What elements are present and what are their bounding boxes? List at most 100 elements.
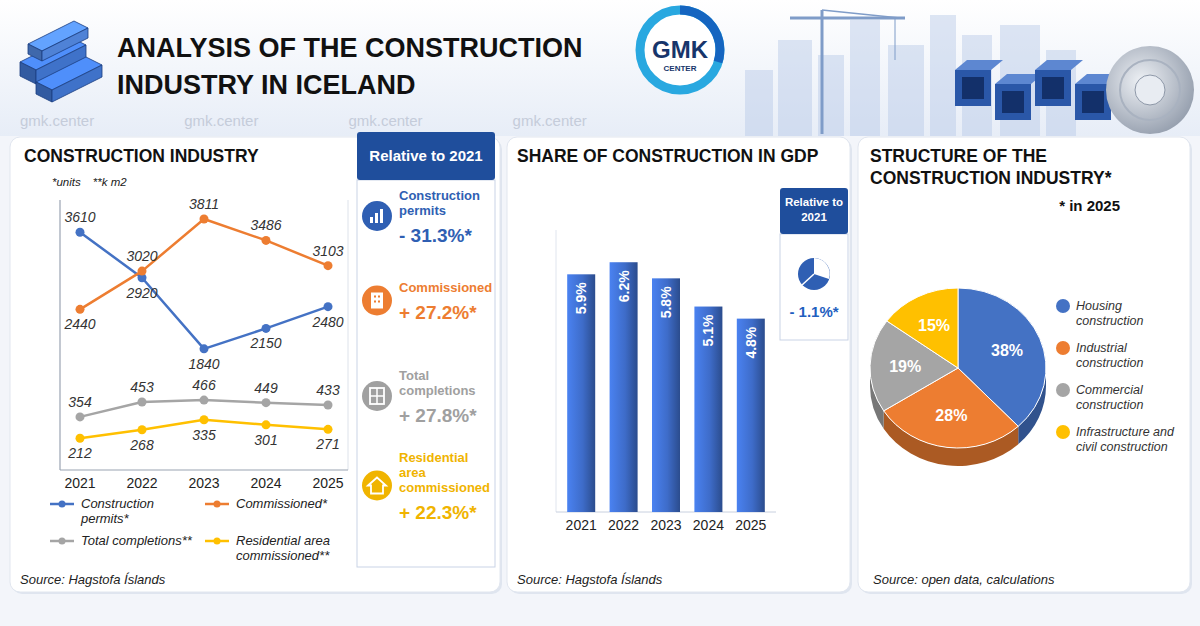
text-line: STRUCTURE OF THE	[870, 146, 1047, 166]
legend-label: Commercialconstruction	[1076, 383, 1144, 412]
legend-label: Housingconstruction	[1076, 299, 1143, 328]
kpi-icon	[362, 381, 392, 411]
kpi-value: - 31.3%*	[399, 225, 472, 246]
series-marker	[262, 236, 271, 245]
data-label: 3486	[250, 217, 281, 233]
data-label: 301	[254, 432, 277, 448]
x-tick-label: 2021	[64, 475, 95, 491]
text-line: Housing	[1076, 299, 1122, 313]
logo-tagline: CENTER	[664, 64, 697, 73]
text-line: permits*	[80, 511, 130, 526]
inset-value: - 1.1%*	[789, 303, 838, 320]
series-marker	[138, 267, 147, 276]
kpi-label: Commissioned	[399, 280, 492, 295]
slice	[887, 288, 958, 368]
kpi-label: Totalcompletions	[399, 368, 476, 398]
kpi-value: + 22.3%*	[399, 502, 477, 523]
watermark: gmk.center	[20, 112, 94, 129]
text-line: Construction	[81, 496, 154, 511]
series-marker	[76, 305, 85, 314]
kpi-icon	[378, 301, 380, 303]
text-line: CONSTRUCTION INDUSTRY*	[870, 168, 1112, 188]
series-marker	[324, 425, 333, 434]
data-label: 3103	[312, 243, 343, 259]
bar	[610, 262, 638, 512]
x-tick-label: 2025	[312, 475, 343, 491]
legend-swatch	[59, 501, 66, 508]
page-title: ANALYSIS OF THE CONSTRUCTIONINDUSTRY IN …	[117, 33, 583, 100]
kpi-icon	[362, 201, 392, 231]
x-tick-label: 2024	[250, 475, 281, 491]
data-label: 3610	[64, 209, 95, 225]
series-marker	[262, 398, 271, 407]
data-label: 2920	[125, 285, 157, 301]
plot-area	[76, 215, 333, 443]
legend-swatch	[1056, 341, 1070, 355]
decor-tube	[995, 84, 1031, 120]
source: Source: Hagstofa Íslands	[517, 572, 663, 587]
text-line: Residential area	[236, 533, 330, 548]
series-marker	[200, 415, 209, 424]
kpi-icon	[368, 478, 386, 494]
text-line: construction	[1076, 356, 1143, 370]
panel-title: STRUCTURE OF THECONSTRUCTION INDUSTRY*	[870, 146, 1112, 188]
logo-ring	[640, 10, 720, 90]
data-label: 2150	[249, 335, 281, 351]
inset-title: Relative to2021	[785, 196, 843, 223]
legend-label: Residential areacommissioned**	[236, 533, 330, 563]
data-label: 212	[67, 445, 92, 461]
legend-swatch	[59, 538, 66, 545]
decor-building	[930, 15, 956, 136]
legend-swatch	[1056, 425, 1070, 439]
decor-building	[745, 70, 773, 136]
series-marker	[200, 396, 209, 405]
decor-beam	[52, 65, 102, 102]
data-label: 271	[315, 436, 339, 452]
decor-beam	[20, 62, 36, 84]
text-line: Infrastructure and	[1076, 425, 1175, 439]
text-line: Construction	[399, 188, 480, 203]
data-label: 466	[192, 377, 216, 393]
text-line: area	[399, 465, 427, 480]
source: Source: Hagstofa Íslands	[20, 572, 166, 587]
text-line: 2021	[801, 211, 827, 223]
y2-axis	[348, 200, 349, 470]
series-marker	[138, 398, 147, 407]
kpi-value: + 27.2%*	[399, 302, 477, 323]
data-label: 354	[68, 394, 92, 410]
text-line: commissioned**	[236, 548, 330, 563]
text-line: Commercial	[1076, 383, 1144, 397]
text-line: Commissioned*	[236, 496, 328, 511]
text-line: Relative to 2021	[369, 147, 482, 164]
kpi-icon	[370, 395, 384, 397]
panel-title: SHARE OF CONSTRUCTION IN GDP	[517, 146, 819, 166]
data-label: 1840	[188, 356, 219, 372]
decor-building	[888, 45, 924, 136]
watermark: gmk.center	[184, 112, 258, 129]
legend-swatch	[214, 501, 221, 508]
x-tick-label: 2022	[126, 475, 157, 491]
x-tick-label: 2021	[566, 517, 597, 533]
text-line: Commissioned	[399, 280, 492, 295]
data-label: 5.1%	[700, 314, 716, 346]
kpi-icon	[374, 296, 376, 298]
series-marker	[76, 412, 85, 421]
x-tick-label: 2024	[693, 517, 724, 533]
card	[10, 137, 500, 592]
decor-crane	[895, 18, 896, 60]
series-marker	[76, 228, 85, 237]
text-line: construction	[1076, 314, 1143, 328]
source: Source: open data, calculations	[873, 572, 1055, 587]
kpi-box	[357, 180, 495, 567]
decor-tube	[1075, 84, 1111, 120]
inset-icon	[814, 258, 830, 279]
decor-tube	[962, 77, 984, 99]
inset-icon	[802, 274, 814, 285]
series-marker	[324, 261, 333, 270]
decor-tube	[1082, 91, 1104, 113]
header-band	[0, 0, 1200, 136]
text-line: civil construction	[1076, 440, 1168, 454]
kpi-header	[357, 132, 495, 180]
text-line: Total	[399, 368, 429, 383]
x-tick-label: 2025	[735, 517, 766, 533]
